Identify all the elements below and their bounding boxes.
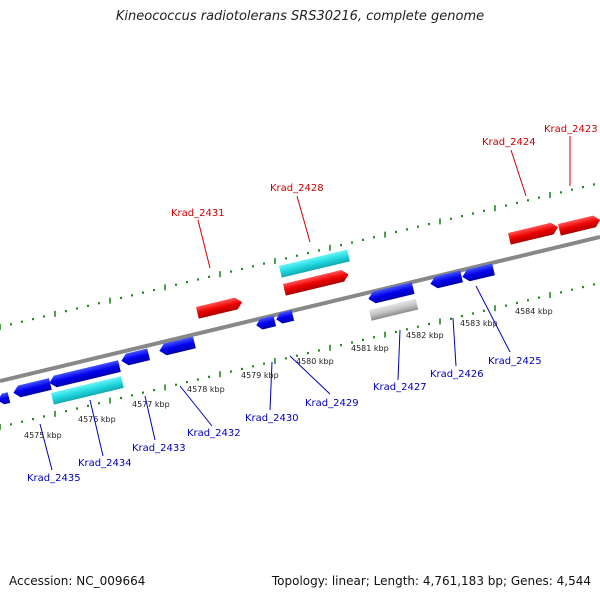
- sequence-axis: [0, 235, 600, 383]
- label-leaders: [39, 136, 571, 471]
- gene-label-krad-2431[interactable]: Krad_2431: [171, 208, 225, 219]
- scale-label: 4577 kbp: [132, 400, 170, 409]
- accession-text: Accession: NC_009664: [9, 574, 146, 588]
- gene-arrow-edge[interactable]: [0, 392, 11, 405]
- gene-features: [0, 214, 600, 405]
- gene-arrow-krad-2433[interactable]: [120, 348, 151, 366]
- gene-arrow-krad-2427[interactable]: [367, 282, 415, 304]
- genome-stats-text: Topology: linear; Length: 4,761,183 bp; …: [271, 574, 591, 588]
- rna-feature-cyan-top[interactable]: [279, 249, 350, 278]
- gene-arrow-krad-2423[interactable]: [558, 214, 600, 236]
- map-title: Kineococcus radiotolerans SRS30216, comp…: [115, 9, 485, 24]
- gene-arrow-krad-2431[interactable]: [196, 296, 244, 319]
- gene-arrow-krad-2430[interactable]: [255, 315, 277, 331]
- bottom-strand-track: [0, 283, 595, 430]
- gene-labels: Krad_2423 Krad_2424 Krad_2428 Krad_2431 …: [27, 124, 598, 484]
- gene-arrow-krad-2424[interactable]: [508, 221, 559, 245]
- gene-label-krad-2433[interactable]: Krad_2433: [132, 443, 186, 454]
- strand-tracks: [0, 183, 595, 430]
- scale-label: 4580 kbp: [296, 357, 334, 366]
- top-strand-track: [0, 183, 595, 330]
- gene-arrow-krad-2435[interactable]: [12, 378, 52, 399]
- gene-label-krad-2427[interactable]: Krad_2427: [373, 382, 427, 393]
- gene-arrow-krad-2429[interactable]: [275, 310, 295, 325]
- gene-arrow-krad-2426[interactable]: [429, 270, 463, 290]
- gene-label-krad-2435[interactable]: Krad_2435: [27, 473, 81, 484]
- gene-label-krad-2423[interactable]: Krad_2423: [544, 124, 598, 135]
- pseudogene-feature-grey[interactable]: [369, 298, 419, 321]
- gene-arrow-krad-2425[interactable]: [461, 263, 495, 283]
- scale-label: 4581 kbp: [351, 344, 389, 353]
- gene-arrow-blue-long[interactable]: [48, 360, 121, 388]
- scale-label: 4582 kbp: [406, 331, 444, 340]
- rna-feature-cyan-bottom[interactable]: [51, 376, 124, 405]
- scale-label: 4576 kbp: [78, 415, 116, 424]
- scale-label: 4579 kbp: [241, 371, 279, 380]
- gene-label-krad-2425[interactable]: Krad_2425: [488, 356, 542, 367]
- scale-label: 4583 kbp: [460, 319, 498, 328]
- gene-label-krad-2430[interactable]: Krad_2430: [245, 413, 299, 424]
- scale-label: 4578 kbp: [187, 385, 225, 394]
- gene-arrow-krad-2428[interactable]: [283, 269, 350, 296]
- gene-label-krad-2424[interactable]: Krad_2424: [482, 137, 536, 148]
- gene-label-krad-2426[interactable]: Krad_2426: [430, 369, 484, 380]
- scale-label: 4584 kbp: [515, 307, 553, 316]
- gene-arrow-krad-2432[interactable]: [158, 336, 196, 357]
- gene-label-krad-2428[interactable]: Krad_2428: [270, 183, 324, 194]
- gene-label-krad-2432[interactable]: Krad_2432: [187, 428, 241, 439]
- gene-label-krad-2434[interactable]: Krad_2434: [78, 458, 132, 469]
- gene-label-krad-2429[interactable]: Krad_2429: [305, 398, 359, 409]
